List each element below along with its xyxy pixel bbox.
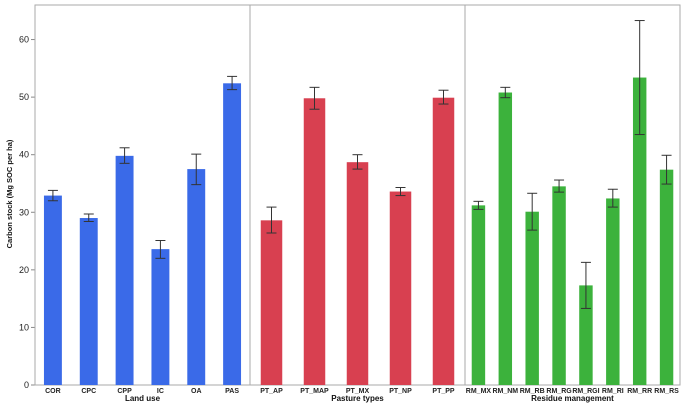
bar-cpc xyxy=(79,218,98,385)
panel-x-title: Pasture types xyxy=(331,394,384,403)
bar-pas xyxy=(223,83,242,385)
x-tick-label: PT_PP xyxy=(432,388,455,395)
y-tick-label: 10 xyxy=(19,322,29,332)
bar-rm-rb xyxy=(525,211,539,385)
y-axis-title: Carbon stock (Mg SOC per ha) xyxy=(5,139,14,248)
x-tick-label: RM_RGI xyxy=(572,388,599,395)
x-tick-label: PT_NP xyxy=(389,388,412,395)
x-tick-label: RM_RB xyxy=(520,388,545,395)
bar-ic xyxy=(151,249,170,385)
bar-pt-pp xyxy=(432,97,455,386)
bar-pt-np xyxy=(389,191,412,385)
chart-panels: COR CPC CPP IC OA PAS Land use PT_AP PT_MAP PT_MX… xyxy=(34,4,681,403)
bar-cpp xyxy=(115,155,134,385)
bar-rm-mx xyxy=(471,205,486,385)
y-tick-label: 60 xyxy=(19,35,29,45)
bar-pt-map xyxy=(303,98,326,385)
bar-rm-rr xyxy=(632,77,647,385)
panel-frame xyxy=(34,4,251,386)
x-tick-label: PT_MAP xyxy=(300,388,329,395)
panel-1: COR CPC CPP IC OA PAS Land use xyxy=(34,4,251,403)
bar-rm-nm xyxy=(498,92,513,386)
y-tick-label: 0 xyxy=(24,380,29,390)
bar-pt-mx xyxy=(346,162,369,385)
x-tick-label: OA xyxy=(191,388,202,395)
bar-pt-ap xyxy=(260,220,283,385)
x-tick-label: PT_MX xyxy=(346,388,370,395)
x-tick-label: IC xyxy=(157,388,164,395)
bar-cor xyxy=(43,195,62,385)
bar-oa xyxy=(187,169,206,385)
panel-x-title: Land use xyxy=(125,394,161,403)
bar-rm-rs xyxy=(659,169,674,385)
x-tick-label: RM_RI xyxy=(602,388,624,395)
panel-2: PT_AP PT_MAP PT_MX PT_NP PT_PP Pasture types xyxy=(249,4,466,403)
x-tick-label: RM_RS xyxy=(654,388,679,395)
x-tick-label: RM_RG xyxy=(546,388,572,395)
y-tick-label: 40 xyxy=(19,150,29,160)
x-tick-label: CPC xyxy=(81,388,96,395)
panel-frame xyxy=(464,4,681,386)
x-tick-label: RM_RR xyxy=(627,388,652,395)
bar-rm-rg xyxy=(552,186,566,385)
x-tick-label: COR xyxy=(45,388,61,395)
y-tick-label: 50 xyxy=(19,92,29,102)
x-tick-label: RM_MX xyxy=(466,388,492,395)
bar-rm-ri xyxy=(606,198,620,385)
x-tick-label: CPP xyxy=(117,388,132,395)
x-tick-label: RM_NM xyxy=(492,388,518,395)
bar-rm-rgi xyxy=(579,285,593,385)
y-axis: 0 10 20 30 40 50 60 xyxy=(19,5,36,390)
panel-3: RM_MX RM_NM RM_RB RM_RG RM_RGI RM_RI RM_RR RM_R… xyxy=(464,4,681,403)
panel-x-title: Residue management xyxy=(531,394,614,403)
y-tick-label: 30 xyxy=(19,207,29,217)
y-tick-label: 20 xyxy=(19,265,29,275)
x-tick-label: PAS xyxy=(225,388,239,395)
x-tick-label: PT_AP xyxy=(260,388,283,395)
